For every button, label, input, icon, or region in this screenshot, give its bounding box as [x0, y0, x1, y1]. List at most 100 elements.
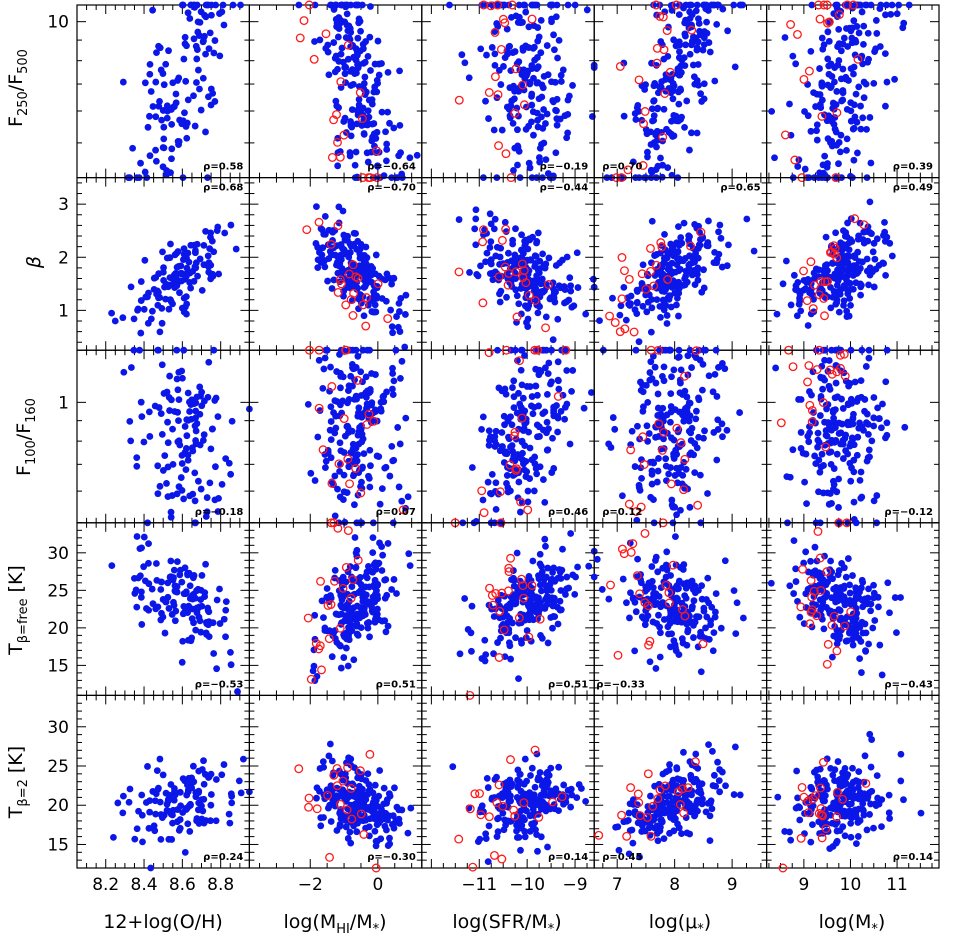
data-point [521, 69, 528, 76]
data-point [839, 65, 847, 73]
data-point [840, 297, 848, 305]
data-point [667, 572, 674, 579]
data-point [364, 158, 372, 166]
data-point [179, 374, 186, 382]
data-point [356, 17, 364, 25]
data-point [178, 486, 186, 494]
data-point [679, 471, 687, 479]
data-point [227, 221, 235, 229]
data-point [138, 413, 146, 421]
data-point [182, 466, 190, 474]
data-point [888, 1, 896, 9]
data-point [390, 456, 398, 464]
data-point [205, 93, 212, 101]
data-point [542, 313, 550, 321]
data-point [519, 46, 527, 54]
data-point [866, 264, 874, 272]
data-point-open [493, 0, 503, 10]
data-point [479, 413, 487, 421]
data-point [333, 638, 341, 646]
data-point-open [518, 80, 528, 90]
data-point [669, 95, 677, 103]
data-point [668, 117, 675, 125]
data-point [557, 78, 565, 85]
data-point-open [295, 33, 305, 43]
data-point [568, 303, 576, 311]
data-point [865, 446, 873, 454]
data-point [498, 126, 506, 134]
data-point-open [615, 327, 625, 337]
data-point-open [303, 613, 313, 623]
data-point [369, 534, 377, 542]
data-point [384, 540, 392, 547]
data-point-open [304, 0, 314, 10]
data-point [336, 439, 344, 447]
data-point [851, 254, 859, 261]
data-point [338, 44, 346, 52]
data-point [882, 272, 889, 279]
data-point [176, 571, 184, 579]
data-point [647, 328, 655, 336]
data-point-open [629, 327, 639, 337]
data-point [368, 370, 375, 377]
data-point [662, 71, 670, 79]
data-point [644, 585, 651, 593]
data-point [631, 647, 639, 655]
data-point [167, 240, 174, 248]
correlation-label: ρ=0.49 [893, 183, 933, 194]
data-point-open [799, 74, 809, 84]
data-point [550, 98, 557, 106]
data-point [154, 301, 162, 309]
data-point [794, 163, 802, 170]
data-point [668, 246, 676, 254]
data-point [593, 555, 601, 563]
data-point [551, 613, 559, 621]
data-point [352, 346, 360, 354]
data-point [605, 440, 613, 448]
data-point [623, 599, 630, 607]
data-point [531, 453, 539, 461]
data-point [175, 417, 182, 425]
data-point [552, 262, 560, 269]
data-point [881, 219, 888, 226]
data-point [368, 399, 376, 407]
data-point [866, 271, 874, 279]
data-point [558, 256, 566, 264]
data-point [516, 454, 524, 462]
data-point [643, 130, 651, 138]
data-point [736, 409, 744, 416]
data-point [857, 291, 864, 299]
data-point [847, 117, 855, 125]
data-point [840, 282, 848, 289]
data-point [665, 470, 673, 478]
data-point [227, 649, 234, 656]
data-point [176, 116, 183, 124]
data-point-open [634, 75, 644, 85]
data-point [152, 113, 160, 121]
data-point [583, 6, 591, 14]
data-point [662, 455, 670, 463]
data-point [365, 474, 373, 482]
data-point [187, 284, 195, 292]
data-point [191, 122, 199, 130]
data-point [213, 665, 221, 673]
data-point [160, 264, 167, 271]
data-point [648, 480, 656, 488]
data-point [331, 512, 339, 520]
data-point-open [327, 152, 337, 162]
data-point [555, 377, 562, 385]
data-point [855, 83, 863, 91]
data-point [690, 597, 698, 605]
data-point [773, 310, 781, 318]
data-point [704, 574, 712, 582]
data-point [179, 256, 187, 263]
data-point [216, 585, 223, 593]
data-point [730, 1, 738, 9]
data-point [525, 573, 533, 580]
data-point [158, 116, 166, 124]
data-point [526, 164, 534, 172]
data-point [564, 96, 572, 104]
data-point [652, 553, 660, 561]
data-point [196, 85, 203, 93]
